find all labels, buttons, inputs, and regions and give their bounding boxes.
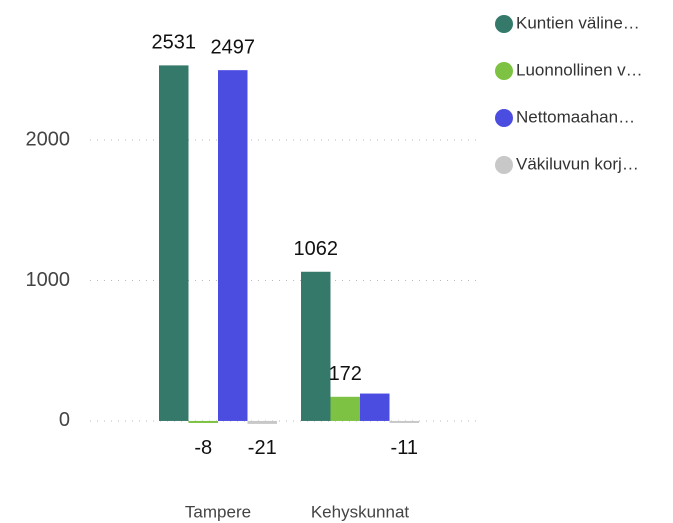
legend-swatch [495,156,513,174]
data-label: 2531 [152,32,197,54]
bar [218,70,248,421]
bar [301,271,331,421]
bar [389,420,419,423]
bar [360,393,390,421]
legend-label: Luonnollinen v… [516,60,643,79]
x-tick-label: Tampere [185,502,251,521]
bar [330,396,360,421]
legend-label: Kuntien väline… [516,13,640,32]
y-tick-label: 0 [59,409,70,431]
bar [159,65,189,421]
data-label: 172 [329,363,362,385]
data-label: 2497 [211,36,256,58]
legend-swatch [495,15,513,33]
data-label: -21 [248,437,277,459]
legend-label: Nettomaahan… [516,107,635,126]
bar [247,420,277,424]
data-label: 1062 [294,238,339,260]
data-label: -8 [194,437,212,459]
legend-swatch [495,109,513,127]
legend-swatch [495,62,513,80]
y-tick-label: 2000 [26,128,71,150]
data-label: -11 [391,437,418,459]
x-tick-label: Kehyskunnat [311,502,410,521]
legend-label: Väkiluvun korj… [516,154,639,173]
bar [188,420,218,423]
y-tick-label: 1000 [26,269,71,291]
